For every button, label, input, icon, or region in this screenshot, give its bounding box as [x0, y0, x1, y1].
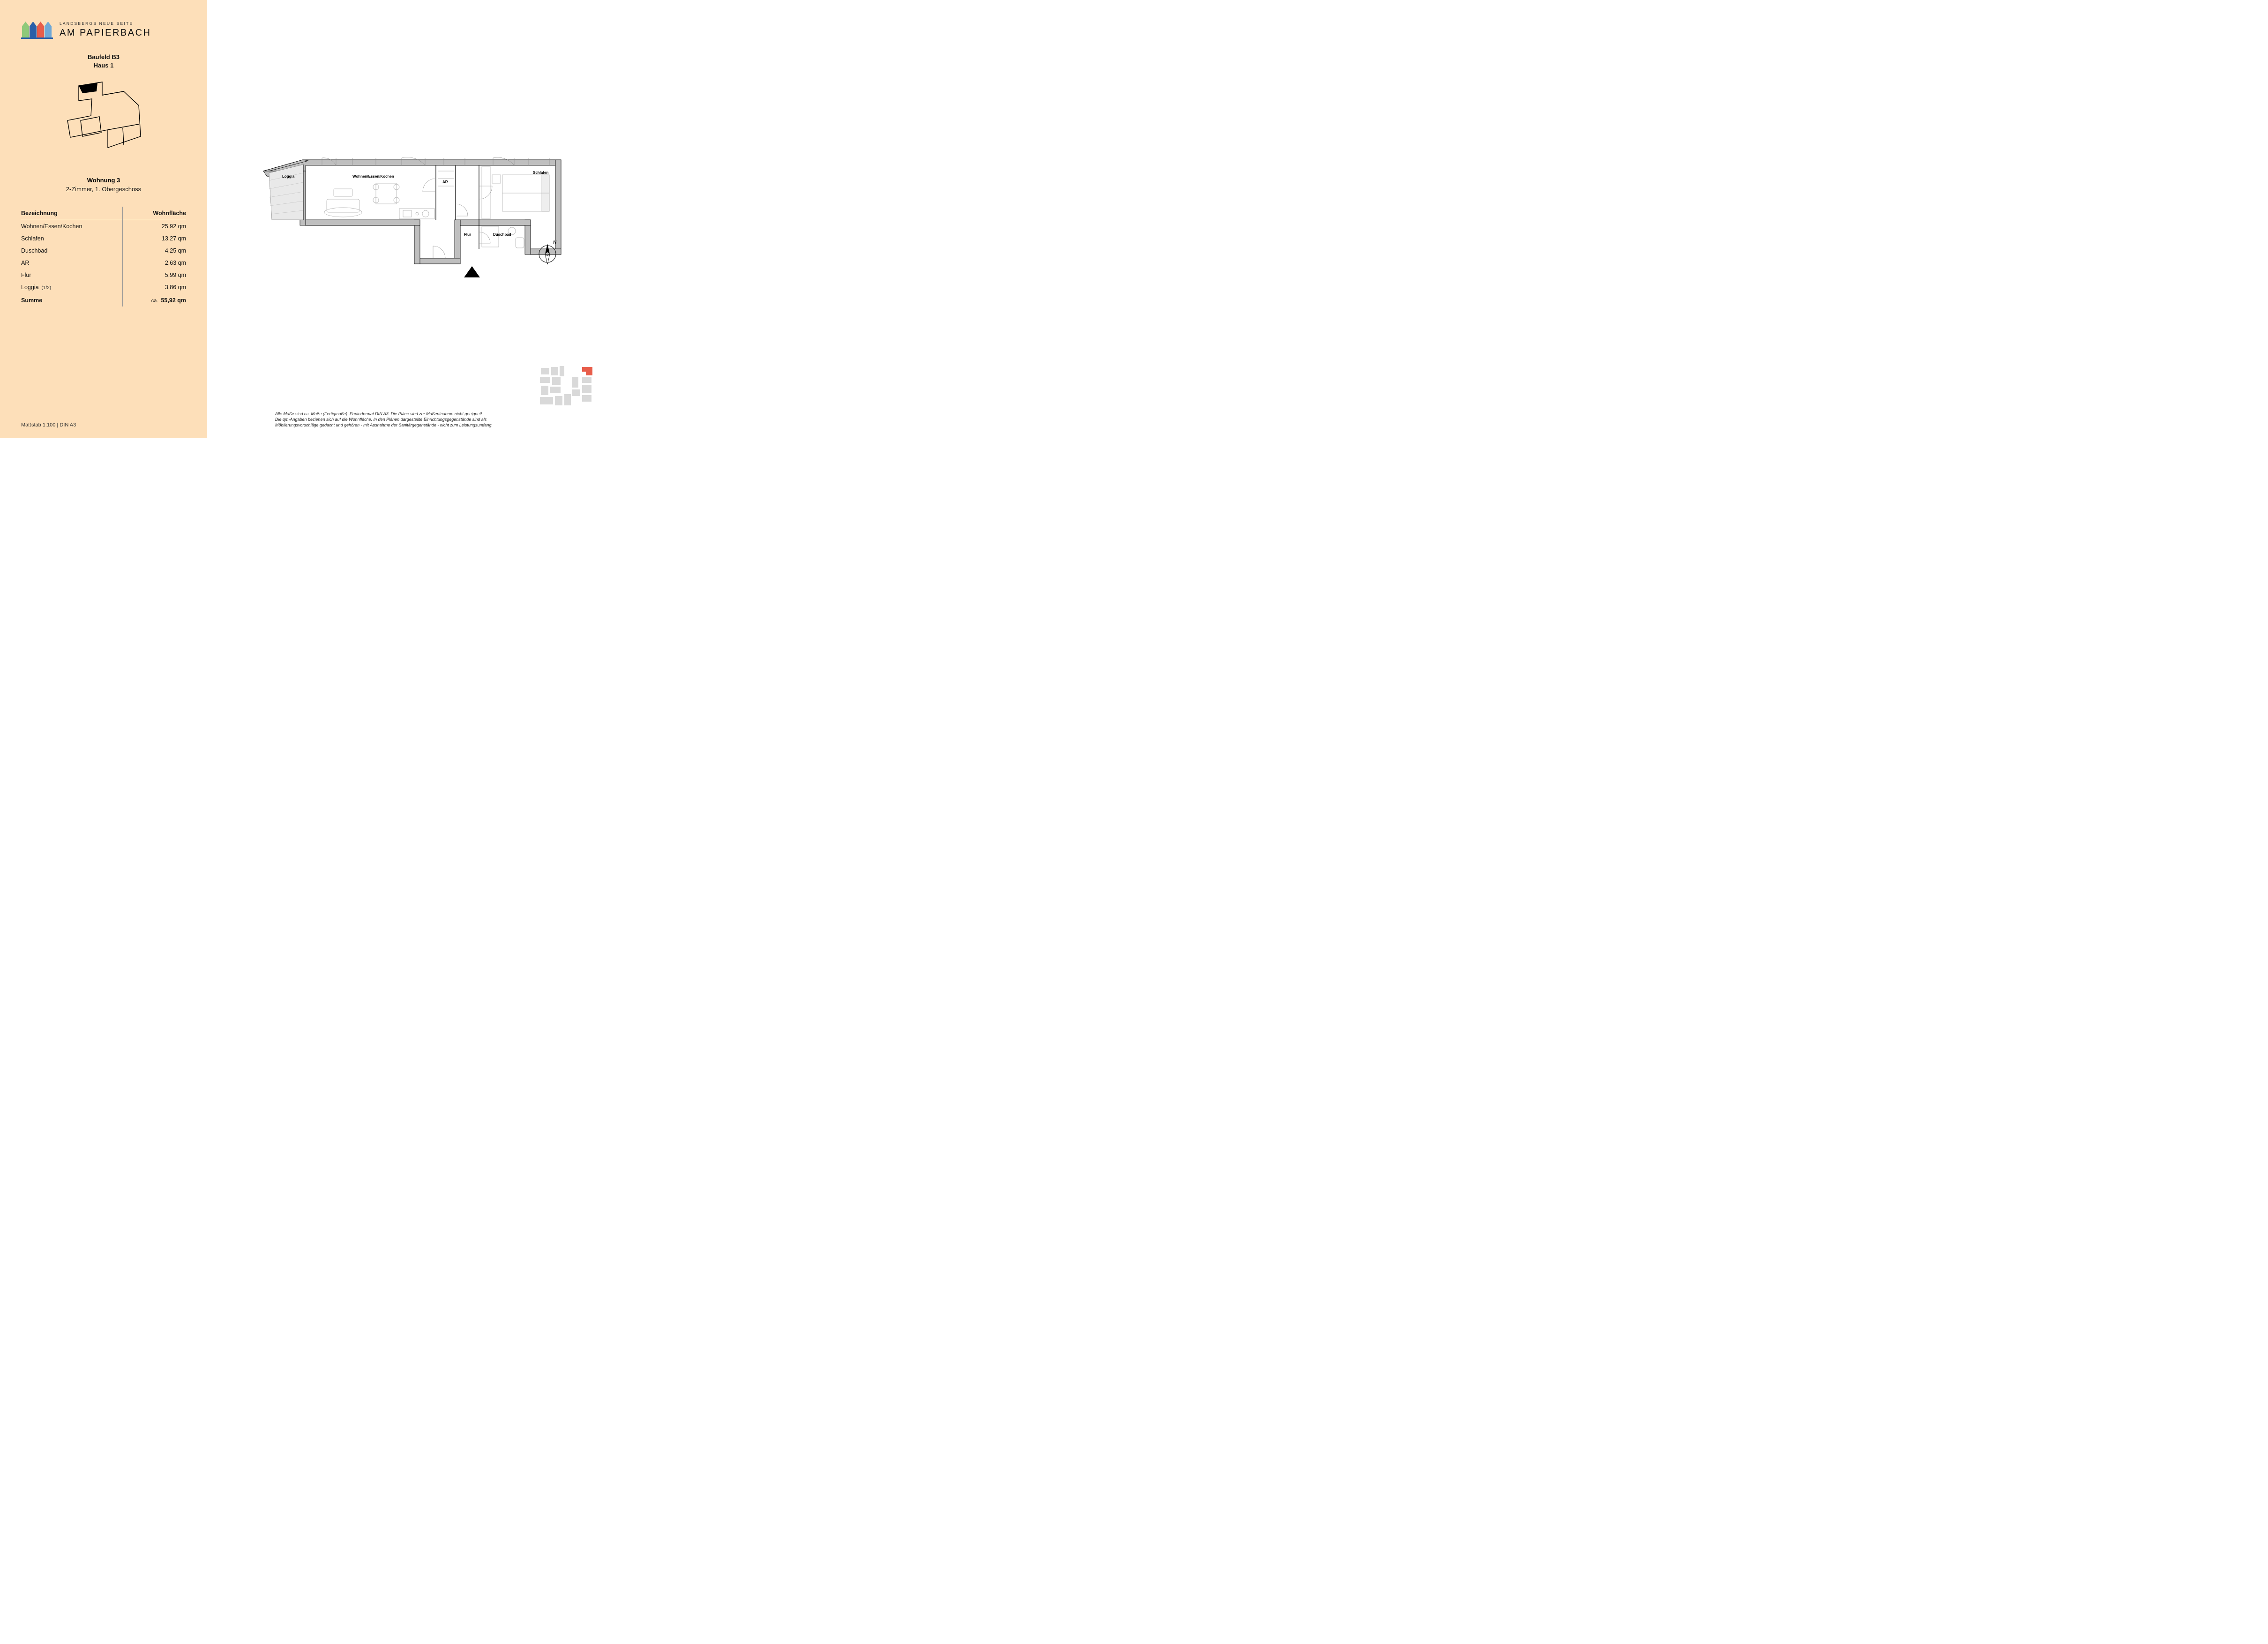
- fp-label-schlafen: Schlafen: [533, 171, 548, 175]
- table-row: Duschbad4,25 qm: [21, 245, 186, 257]
- row-note: (1/2): [42, 285, 52, 291]
- disclaimer-l2: Die qm-Angaben beziehen sich auf die Woh…: [275, 417, 566, 422]
- table-row: Loggia(1/2)3,86 qm: [21, 281, 186, 293]
- sum-label: Summe: [21, 293, 122, 306]
- row-value: 13,27 qm: [122, 232, 186, 245]
- unit-name: Wohnung 3: [21, 177, 186, 184]
- table-row: Flur5,99 qm: [21, 269, 186, 281]
- sum-prefix: ca.: [151, 298, 158, 304]
- meta-block: Baufeld B3 Haus 1: [21, 53, 186, 69]
- row-label: Wohnen/Essen/Kochen: [21, 220, 122, 233]
- row-value: 5,99 qm: [122, 269, 186, 281]
- row-label: AR: [21, 257, 122, 269]
- table-row: Schlafen13,27 qm: [21, 232, 186, 245]
- table-row: Wohnen/Essen/Kochen25,92 qm: [21, 220, 186, 233]
- table-col-label: Bezeichnung: [21, 207, 122, 220]
- fp-label-wohnen: Wohnen/Essen/Kochen: [352, 174, 394, 179]
- row-value: 4,25 qm: [122, 245, 186, 257]
- fp-label-loggia: Loggia: [282, 174, 295, 179]
- row-label: Duschbad: [21, 245, 122, 257]
- meta-haus: Haus 1: [21, 62, 186, 69]
- fp-label-ar: AR: [442, 180, 448, 184]
- row-label: Flur: [21, 269, 122, 281]
- table-row: AR2,63 qm: [21, 257, 186, 269]
- logo-houses-icon: [21, 19, 53, 40]
- disclaimer: Alle Maße sind ca. Maße (Fertigmaße). Pa…: [275, 411, 566, 428]
- table-col-value: Wohnfläche: [122, 207, 186, 220]
- logo-text: LANDSBERGS NEUE SEITE AM PAPIERBACH: [60, 21, 151, 38]
- fp-label-flur: Flur: [464, 232, 471, 237]
- unit-desc: 2-Zimmer, 1. Obergeschoss: [21, 186, 186, 193]
- row-value: 25,92 qm: [122, 220, 186, 233]
- meta-baufeld: Baufeld B3: [21, 53, 186, 60]
- sum-value: ca.55,92 qm: [122, 293, 186, 306]
- logo: LANDSBERGS NEUE SEITE AM PAPIERBACH: [21, 19, 186, 40]
- table-sum-row: Summeca.55,92 qm: [21, 293, 186, 306]
- row-value: 2,63 qm: [122, 257, 186, 269]
- sidebar: LANDSBERGS NEUE SEITE AM PAPIERBACH Bauf…: [0, 0, 207, 438]
- row-label: Schlafen: [21, 232, 122, 245]
- unit-block: Wohnung 3 2-Zimmer, 1. Obergeschoss: [21, 177, 186, 193]
- logo-subtitle: LANDSBERGS NEUE SEITE: [60, 21, 151, 26]
- site-outline-icon: [59, 77, 148, 166]
- compass-n: N: [553, 240, 557, 245]
- main-canvas: Loggia Wohnen/Essen/Kochen AR Schlafen F…: [207, 0, 605, 438]
- entry-arrow-icon: [464, 266, 480, 277]
- floorplan: Loggia Wohnen/Essen/Kochen AR Schlafen F…: [259, 152, 568, 274]
- sitemap-mini-icon: [538, 363, 594, 410]
- disclaimer-l1: Alle Maße sind ca. Maße (Fertigmaße). Pa…: [275, 411, 566, 417]
- disclaimer-l3: Möblierungsvorschläge gedacht und gehöre…: [275, 422, 566, 428]
- row-label: Loggia(1/2): [21, 281, 122, 293]
- row-value: 3,86 qm: [122, 281, 186, 293]
- area-table: Bezeichnung Wohnfläche Wohnen/Essen/Koch…: [21, 207, 186, 306]
- compass-icon: N: [534, 239, 561, 265]
- fp-label-duschbad: Duschbad: [493, 232, 511, 237]
- logo-title: AM PAPIERBACH: [60, 28, 151, 38]
- scale-note: Maßstab 1:100 | DIN A3: [21, 422, 76, 428]
